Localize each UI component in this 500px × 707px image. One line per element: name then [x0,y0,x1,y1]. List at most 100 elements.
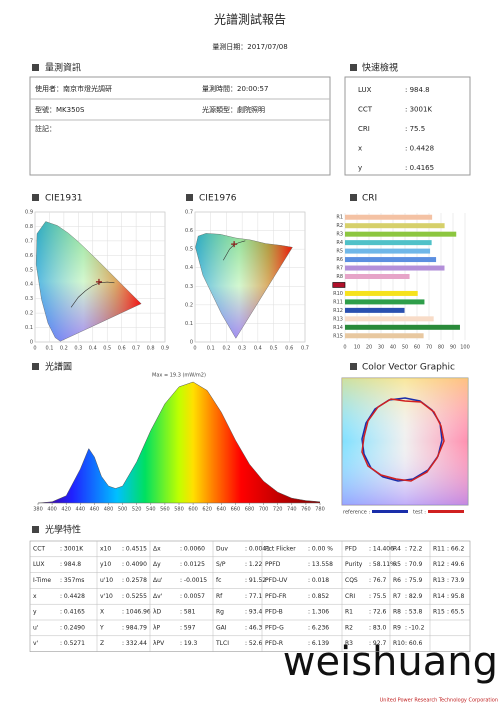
cell-value: : 53.8 [405,609,422,616]
cell-label: PFD [345,545,357,552]
cell-value: : 70.9 [405,561,422,568]
y-tick-label: 0.7 [25,238,33,244]
point [231,241,238,248]
cell-label: Rf [216,593,223,600]
cell-value: : 0.2578 [122,577,147,584]
cell-value: : 76.7 [369,577,386,584]
x-tick-label: 0.8 [147,346,155,352]
bullet [32,526,39,533]
x-tick-label: 0.6 [285,346,293,352]
y-tick-label: R3 [336,232,343,238]
date: 量測日期：2017/07/08 [212,42,287,51]
cell-label: Δu' [153,577,163,584]
cell-label: R7 [393,593,401,600]
section-title: CIE1931 [45,194,83,204]
y-tick-label: 0.8 [25,224,33,230]
planck-curve [70,281,115,308]
test-vector [361,398,445,482]
x-tick-label: 30 [378,345,384,351]
cell-label: PFD-B [265,609,283,616]
cell-value: : 6.236 [308,624,329,631]
cell-label: Δx [153,545,161,552]
x-tick-label: 50 [402,345,408,351]
cell-value: : 1.306 [308,609,329,616]
cell-value: : -10.2 [405,624,425,631]
cell-value: : 92.7 [369,640,386,647]
cell-value: : 82.9 [405,593,422,600]
y-tick-label: R5 [336,249,343,255]
bar [345,299,425,305]
y-tick-label: 0.6 [185,228,193,234]
cell-label: R14 [433,593,445,600]
y-tick-label: 0 [30,340,33,346]
cell-label: PFD-FR [265,593,286,600]
cell-value: : 58.11% [369,561,396,568]
cell-label: Δv' [153,593,163,600]
cell-value: : 332.44 [122,640,147,647]
cell-label: R1 [345,609,353,616]
x-tick-label: 760 [301,507,311,513]
x-tick-label: 70 [426,345,432,351]
bar [345,248,431,254]
x-tick-label: 90 [450,345,456,351]
cell-label: PFD-R [265,640,283,647]
bar [345,307,405,313]
x-tick-label: 600 [188,507,198,513]
quick-value: : 0.4165 [405,164,434,172]
x-tick-label: 740 [287,507,297,513]
cell-label: PFD-G [265,624,284,631]
info-user: 使用者：南京市燈光調研 [35,84,112,93]
x-tick-label: 680 [245,507,255,513]
x-tick-label: 460 [90,507,100,513]
cell-label: CCT [33,545,45,552]
y-tick-label: R2 [336,223,343,229]
bar [345,214,433,220]
quick-box [344,76,471,176]
point [95,278,102,285]
cell-label: TLCI [215,640,229,647]
cell-label: R3 [345,640,353,647]
cell-label: Δy [153,561,161,568]
quick-value: : 0.4428 [405,145,434,153]
y-tick-label: 0.1 [185,321,193,327]
cell-value: : 60.6 [405,640,422,647]
cell-label: v'10 [100,593,113,600]
cell-value: : 984.8 [60,561,81,568]
cell-label: λP [153,624,161,631]
y-tick-label: 0.6 [25,253,33,259]
x-tick-label: 0.1 [45,346,53,352]
x-tick-label: 0.5 [270,346,278,352]
bar [345,231,457,237]
bar [345,240,432,246]
cell-label: R9 [393,624,401,631]
info-source: 光源類型：劇院照明 [202,105,265,114]
cell-label: Purity [345,561,363,568]
y-tick-label: 0.2 [185,302,193,308]
x-tick-label: 660 [231,507,241,513]
x-tick-label: 0.4 [254,346,262,352]
y-tick-label: R12 [333,308,343,314]
cell-label: S/P [216,561,226,568]
cell-label: GAI [216,624,227,631]
section-title: 光譜圖 [45,361,72,373]
section-title: CRI [362,194,377,204]
x-tick-label: 560 [160,507,170,513]
y-tick-label: R7 [336,266,343,272]
y-tick-label: 0.4 [185,265,193,271]
section-title: CIE1976 [199,194,237,204]
locus-tint [195,233,293,339]
cell-value: : 0.5271 [60,640,85,647]
y-tick-label: R10 [333,291,343,297]
cell-value: : 75.9 [405,577,422,584]
x-tick-label: 0.5 [103,346,111,352]
cell-value: : 0.4515 [122,545,147,552]
cell-label: R15 [433,609,445,616]
y-tick-label: 0 [190,340,193,346]
quick-label: LUX [358,86,372,94]
cell-value: : 6.139 [308,640,329,647]
x-tick-label: 20 [366,345,372,351]
info-time: 量測時間：20:00:57 [202,84,268,93]
y-tick-label: 0.5 [25,267,33,273]
cell-value: : 52.6 [245,640,262,647]
info-box: 使用者：南京市燈光調研 量測時間：20:00:57 型號：MK350S 光源類型… [29,76,331,176]
